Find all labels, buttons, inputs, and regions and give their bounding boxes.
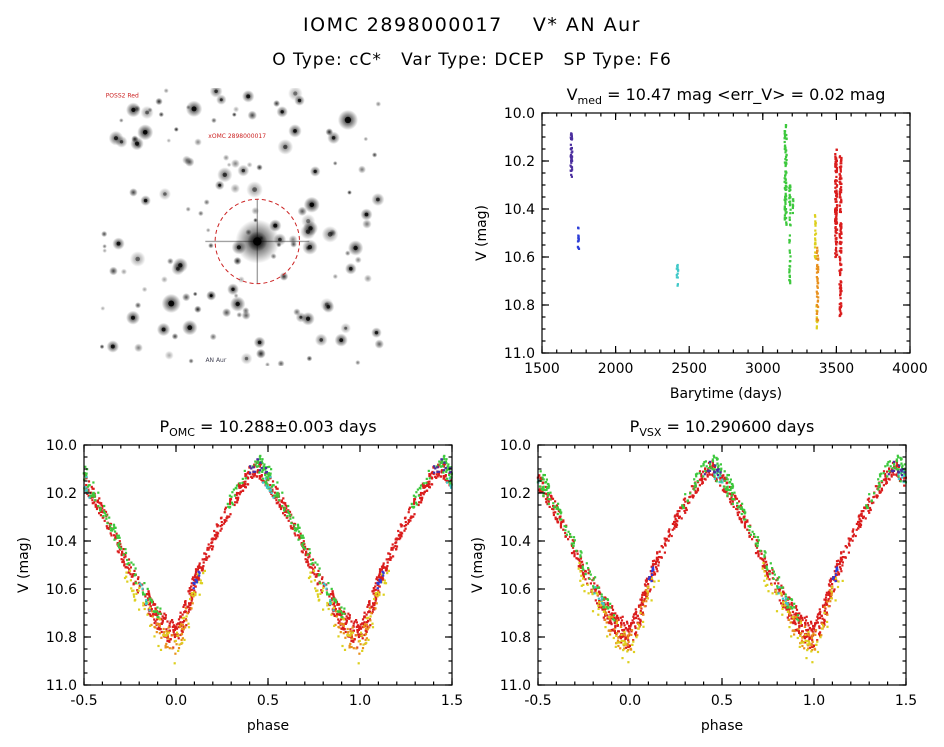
- svg-text:11.0: 11.0: [504, 346, 535, 362]
- page-subtitle: O Type: cC* Var Type: DCEP SP Type: F6: [272, 50, 672, 70]
- svg-text:-0.5: -0.5: [524, 693, 551, 709]
- axes-frame: [541, 112, 911, 354]
- plot-title: Vmed = 10.47 mag <err_V> = 0.02 mag: [567, 85, 886, 107]
- svg-text:10.8: 10.8: [504, 298, 535, 314]
- svg-text:10.6: 10.6: [46, 582, 77, 598]
- svg-text:2000: 2000: [598, 361, 634, 377]
- svg-text:1.5: 1.5: [895, 693, 917, 709]
- svg-text:10.8: 10.8: [46, 630, 77, 646]
- finder-annotation-0: POSS2 Red: [106, 93, 139, 100]
- target-star: [205, 199, 310, 284]
- plot-title: PVSX = 10.290600 days: [630, 417, 815, 439]
- data-points: [82, 454, 453, 665]
- plot-title: POMC = 10.288±0.003 days: [159, 417, 376, 439]
- axis-labels: -0.5 0.0 0.5 1.0 1.5 10.0 10.2 10.4 10.6 10.8 11.0…: [470, 417, 917, 734]
- x-axis-title: Barytime (days): [670, 386, 782, 402]
- x-axis-title: phase: [701, 718, 743, 734]
- axes-frame: [83, 444, 453, 686]
- finder-chart: POSS2 Red xOMC 2898000017 AN Aur: [99, 84, 385, 368]
- axes-frame: [537, 444, 907, 686]
- svg-text:0.5: 0.5: [711, 693, 733, 709]
- phase_omc-svg: -0.5 0.0 0.5 1.0 1.5 10.0 10.2 10.4 10.6 10.8 11.0…: [16, 417, 463, 734]
- svg-text:10.2: 10.2: [46, 486, 77, 502]
- phase-plot-omc: -0.5 0.0 0.5 1.0 1.5 10.0 10.2 10.4 10.6 10.8 11.0…: [12, 412, 472, 742]
- data-points: [536, 454, 907, 664]
- svg-text:1.0: 1.0: [803, 693, 825, 709]
- svg-text:0.0: 0.0: [165, 693, 187, 709]
- svg-text:1.0: 1.0: [349, 693, 371, 709]
- svg-text:0.5: 0.5: [257, 693, 279, 709]
- y-axis-title: V (mag): [474, 205, 490, 261]
- lightcurve-time-plot: 1500 2000 2500 3000 3500 4000 10.0 10.2 10.4 10.6…: [470, 80, 930, 410]
- svg-text:3000: 3000: [745, 361, 781, 377]
- svg-text:11.0: 11.0: [500, 678, 531, 694]
- svg-text:10.0: 10.0: [504, 106, 535, 122]
- phase-plot-vsx: -0.5 0.0 0.5 1.0 1.5 10.0 10.2 10.4 10.6 10.8 11.0…: [466, 412, 926, 742]
- finder-annotation-2: AN Aur: [205, 357, 226, 364]
- svg-text:10.4: 10.4: [504, 202, 535, 218]
- svg-text:3500: 3500: [819, 361, 855, 377]
- svg-text:10.4: 10.4: [500, 534, 531, 550]
- svg-text:1.5: 1.5: [441, 693, 463, 709]
- star-field-image: POSS2 Red xOMC 2898000017 AN Aur: [99, 84, 385, 368]
- svg-text:1500: 1500: [524, 361, 560, 377]
- svg-text:10.8: 10.8: [500, 630, 531, 646]
- target-circle-marker: [214, 198, 301, 285]
- svg-text:10.0: 10.0: [46, 438, 77, 454]
- axis-labels: -0.5 0.0 0.5 1.0 1.5 10.0 10.2 10.4 10.6 10.8 11.0…: [16, 417, 463, 734]
- page-title: IOMC 2898000017 V* AN Aur: [303, 14, 641, 36]
- data-points: [569, 124, 843, 330]
- svg-text:10.4: 10.4: [46, 534, 77, 550]
- axis-labels: 1500 2000 2500 3000 3500 4000 10.0 10.2 10.4 10.6…: [474, 85, 928, 402]
- svg-text:10.2: 10.2: [500, 486, 531, 502]
- phase_vsx-svg: -0.5 0.0 0.5 1.0 1.5 10.0 10.2 10.4 10.6 10.8 11.0…: [470, 417, 917, 734]
- svg-text:4000: 4000: [892, 361, 928, 377]
- x-axis-title: phase: [247, 718, 289, 734]
- svg-text:11.0: 11.0: [46, 678, 77, 694]
- time_series-svg: 1500 2000 2500 3000 3500 4000 10.0 10.2 10.4 10.6…: [474, 85, 928, 402]
- svg-text:10.6: 10.6: [500, 582, 531, 598]
- svg-text:10.6: 10.6: [504, 250, 535, 266]
- svg-text:10.2: 10.2: [504, 154, 535, 170]
- background-stars: [99, 84, 385, 368]
- finder-annotation-1: xOMC 2898000017: [208, 133, 266, 140]
- svg-text:-0.5: -0.5: [70, 693, 97, 709]
- svg-text:0.0: 0.0: [619, 693, 641, 709]
- y-axis-title: V (mag): [470, 537, 486, 593]
- svg-text:2500: 2500: [671, 361, 707, 377]
- y-axis-title: V (mag): [16, 537, 32, 593]
- svg-text:10.0: 10.0: [500, 438, 531, 454]
